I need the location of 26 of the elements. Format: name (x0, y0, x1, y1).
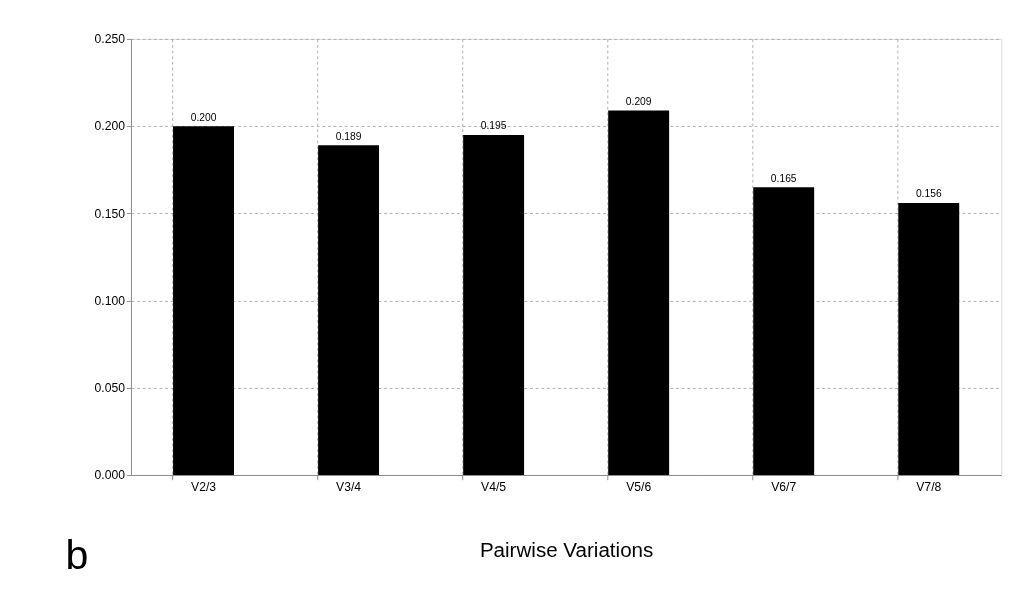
bar (753, 187, 815, 476)
data-label: 0.156 (915, 188, 942, 200)
y-tick-label: 0.150 (94, 206, 126, 221)
data-label: 0.165 (770, 172, 797, 184)
x-axis-title: Pairwise Variations (479, 537, 654, 561)
text: b (65, 531, 89, 578)
y-tick-label: 0.000 (94, 468, 126, 483)
bar (898, 202, 960, 476)
data-label: 0.195 (480, 120, 507, 132)
bar (318, 145, 380, 476)
bar (463, 134, 525, 476)
y-tick-label: 0.050 (94, 381, 126, 396)
y-tick-label: 0.200 (94, 119, 126, 134)
x-tick-label: V4/5 (481, 480, 507, 495)
x-tick-label: V3/4 (336, 480, 362, 495)
data-label: 0.189 (335, 130, 362, 142)
data-label: 0.209 (625, 95, 652, 107)
y-tick-label: 0.100 (94, 293, 126, 308)
x-tick-label: V6/7 (771, 480, 797, 495)
data-label: 0.200 (190, 111, 217, 123)
bar (608, 110, 670, 476)
y-tick-label: 0.250 (94, 32, 126, 47)
x-tick-label: V7/8 (916, 480, 942, 495)
x-tick-label: V2/3 (191, 480, 217, 495)
x-tick-label: V5/6 (626, 480, 652, 495)
bar (173, 126, 234, 476)
